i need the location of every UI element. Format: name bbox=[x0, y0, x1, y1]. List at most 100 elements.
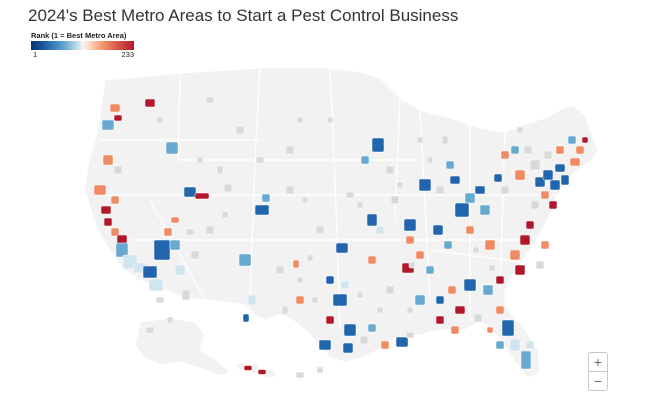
metro-area-region[interactable] bbox=[488, 264, 496, 272]
metro-area-region[interactable] bbox=[569, 157, 581, 167]
metro-area-region[interactable] bbox=[540, 190, 550, 200]
metro-area-region[interactable] bbox=[501, 319, 515, 337]
metro-area-region[interactable] bbox=[523, 145, 533, 155]
metro-area-region[interactable] bbox=[281, 305, 289, 315]
metro-area-region[interactable] bbox=[257, 369, 267, 375]
metro-area-region[interactable] bbox=[275, 265, 285, 275]
metro-area-region[interactable] bbox=[405, 331, 415, 339]
metro-area-region[interactable] bbox=[261, 193, 271, 203]
metro-area-region[interactable] bbox=[255, 156, 265, 164]
metro-area-region[interactable] bbox=[441, 135, 449, 145]
metro-area-region[interactable] bbox=[145, 326, 155, 334]
metro-area-region[interactable] bbox=[525, 220, 535, 230]
metro-area-region[interactable] bbox=[414, 294, 426, 306]
metro-area-region[interactable] bbox=[385, 165, 395, 175]
metro-area-region[interactable] bbox=[185, 228, 195, 236]
metro-area-region[interactable] bbox=[144, 98, 156, 108]
metro-area-region[interactable] bbox=[169, 239, 181, 251]
metro-area-region[interactable] bbox=[110, 195, 120, 205]
metro-area-region[interactable] bbox=[416, 136, 424, 144]
metro-area-region[interactable] bbox=[109, 103, 121, 113]
metro-area-region[interactable] bbox=[390, 195, 400, 205]
metro-area-region[interactable] bbox=[356, 201, 364, 209]
metro-area-region[interactable] bbox=[473, 313, 483, 323]
metro-area-region[interactable] bbox=[555, 145, 565, 155]
metro-area-region[interactable] bbox=[454, 305, 466, 315]
metro-area-region[interactable] bbox=[516, 126, 524, 134]
metro-area-region[interactable] bbox=[285, 145, 295, 155]
metro-area-region[interactable] bbox=[242, 313, 250, 323]
metro-area-region[interactable] bbox=[326, 116, 334, 124]
metro-area-region[interactable] bbox=[102, 154, 114, 166]
zoom-in-button[interactable]: + bbox=[588, 352, 608, 372]
metro-area-region[interactable] bbox=[376, 306, 384, 314]
metro-area-region[interactable] bbox=[535, 260, 545, 270]
metro-area-region[interactable] bbox=[435, 185, 445, 195]
metro-area-region[interactable] bbox=[385, 285, 395, 295]
metro-area-region[interactable] bbox=[205, 225, 215, 235]
metro-area-region[interactable] bbox=[113, 114, 123, 122]
metro-area-region[interactable] bbox=[395, 336, 409, 348]
metro-area-region[interactable] bbox=[454, 202, 470, 218]
metro-area-region[interactable] bbox=[110, 227, 120, 237]
metro-area-region[interactable] bbox=[425, 265, 435, 275]
metro-area-region[interactable] bbox=[472, 246, 480, 254]
metro-area-region[interactable] bbox=[194, 192, 210, 200]
metro-area-region[interactable] bbox=[549, 179, 561, 191]
metro-area-region[interactable] bbox=[493, 173, 503, 183]
metro-area-region[interactable] bbox=[495, 305, 505, 315]
metro-area-region[interactable] bbox=[484, 239, 496, 251]
metro-area-region[interactable] bbox=[235, 125, 245, 135]
metro-area-region[interactable] bbox=[93, 184, 107, 196]
zoom-out-button[interactable]: − bbox=[588, 371, 608, 391]
metro-area-region[interactable] bbox=[449, 175, 461, 185]
metro-area-region[interactable] bbox=[463, 278, 477, 292]
metro-area-region[interactable] bbox=[332, 293, 348, 307]
metro-area-region[interactable] bbox=[343, 323, 357, 337]
metro-area-region[interactable] bbox=[356, 291, 364, 299]
metro-area-region[interactable] bbox=[567, 135, 577, 145]
metro-area-region[interactable] bbox=[542, 169, 554, 181]
metro-area-region[interactable] bbox=[426, 156, 434, 164]
metro-area-region[interactable] bbox=[575, 145, 585, 155]
metro-area-region[interactable] bbox=[543, 150, 553, 160]
metro-area-region[interactable] bbox=[342, 342, 354, 354]
metro-area-region[interactable] bbox=[170, 216, 180, 224]
metro-area-region[interactable] bbox=[367, 323, 377, 333]
metro-areas-layer[interactable] bbox=[93, 96, 589, 379]
metro-area-region[interactable] bbox=[474, 185, 486, 195]
metro-area-region[interactable] bbox=[360, 155, 370, 165]
metro-area-region[interactable] bbox=[238, 253, 252, 267]
metro-area-region[interactable] bbox=[495, 340, 505, 350]
metro-area-region[interactable] bbox=[183, 186, 197, 198]
metro-area-region[interactable] bbox=[163, 227, 173, 237]
metro-area-region[interactable] bbox=[190, 250, 200, 260]
metro-area-region[interactable] bbox=[155, 296, 165, 304]
metro-area-region[interactable] bbox=[530, 200, 540, 210]
metro-area-region[interactable] bbox=[500, 185, 510, 195]
metro-area-region[interactable] bbox=[525, 340, 535, 350]
metro-area-region[interactable] bbox=[445, 160, 455, 170]
metro-area-region[interactable] bbox=[296, 276, 304, 284]
metro-area-region[interactable] bbox=[529, 159, 541, 171]
metro-area-region[interactable] bbox=[166, 316, 174, 324]
metro-area-region[interactable] bbox=[103, 217, 113, 227]
metro-area-region[interactable] bbox=[285, 185, 295, 195]
metro-area-region[interactable] bbox=[142, 265, 158, 279]
metro-area-region[interactable] bbox=[174, 264, 186, 276]
metro-area-region[interactable] bbox=[122, 254, 138, 270]
metro-area-region[interactable] bbox=[301, 196, 309, 204]
metro-area-region[interactable] bbox=[581, 136, 589, 144]
metro-area-region[interactable] bbox=[223, 183, 233, 193]
metro-area-region[interactable] bbox=[306, 254, 314, 262]
metro-area-region[interactable] bbox=[509, 249, 521, 261]
metro-area-region[interactable] bbox=[292, 259, 300, 269]
metro-area-region[interactable] bbox=[375, 225, 385, 235]
metro-area-region[interactable] bbox=[435, 315, 445, 325]
metro-area-region[interactable] bbox=[316, 366, 324, 374]
metro-area-region[interactable] bbox=[408, 261, 416, 269]
metro-area-region[interactable] bbox=[548, 200, 558, 210]
metro-area-region[interactable] bbox=[560, 174, 570, 186]
metro-area-region[interactable] bbox=[254, 204, 270, 216]
